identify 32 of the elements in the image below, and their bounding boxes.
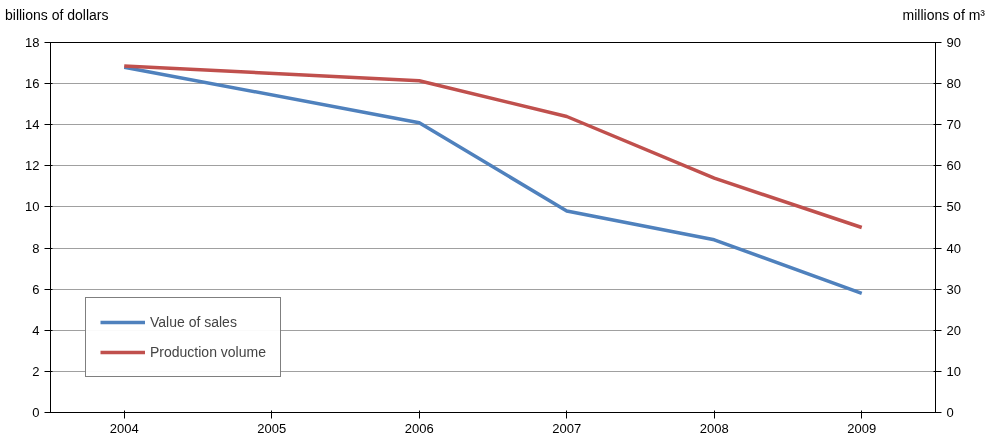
y2-tick-label: 20: [946, 322, 961, 338]
legend-label: Production volume: [150, 344, 266, 360]
x-tick-label: 2006: [404, 420, 434, 436]
y-tick-label: 8: [32, 240, 40, 256]
x-tick-label: 2005: [257, 420, 287, 436]
y2-tick-label: 40: [946, 240, 961, 256]
y-tick-label: 4: [32, 322, 40, 338]
y-tick-label: 0: [32, 405, 40, 420]
x-tick-label: 2008: [699, 420, 729, 436]
y-tick-label: 6: [32, 281, 40, 297]
y-tick-label: 18: [25, 35, 40, 50]
y2-tick-label: 90: [946, 35, 961, 50]
x-tick-label: 2007: [552, 420, 582, 436]
y-tick-label: 16: [25, 76, 40, 92]
y2-axis-title: millions of m³: [902, 6, 985, 25]
x-tick-label: 2004: [109, 420, 139, 436]
y-tick-label: 12: [25, 158, 40, 174]
legend-label: Value of sales: [150, 314, 237, 330]
y2-tick-label: 80: [946, 76, 961, 92]
line-series: [122, 64, 864, 230]
y-tick-label: 14: [25, 117, 40, 133]
y-tick-label: 10: [25, 199, 40, 215]
y-axis-title: billions of dollars: [5, 6, 109, 25]
y2-tick-label: 0: [946, 405, 954, 420]
y2-tick-label: 70: [946, 117, 961, 133]
y-tick-label: 2: [32, 363, 40, 379]
line-series: [122, 65, 864, 296]
y2-tick-label: 50: [946, 199, 961, 215]
y2-tick-label: 30: [946, 281, 961, 297]
y2-tick-label: 10: [946, 363, 961, 379]
x-tick-label: 2009: [847, 420, 877, 436]
y2-tick-label: 60: [946, 158, 961, 174]
